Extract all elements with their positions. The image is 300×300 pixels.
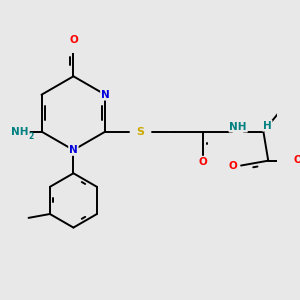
- Text: NH: NH: [230, 122, 247, 132]
- Text: O: O: [229, 160, 238, 170]
- Text: O: O: [199, 157, 208, 166]
- Text: H: H: [263, 121, 272, 131]
- Text: O: O: [69, 35, 78, 45]
- Text: NH: NH: [11, 127, 29, 136]
- Text: 2: 2: [29, 132, 34, 141]
- Text: S: S: [136, 127, 144, 136]
- Text: O: O: [294, 155, 300, 165]
- Text: N: N: [101, 90, 110, 100]
- Text: N: N: [69, 145, 78, 155]
